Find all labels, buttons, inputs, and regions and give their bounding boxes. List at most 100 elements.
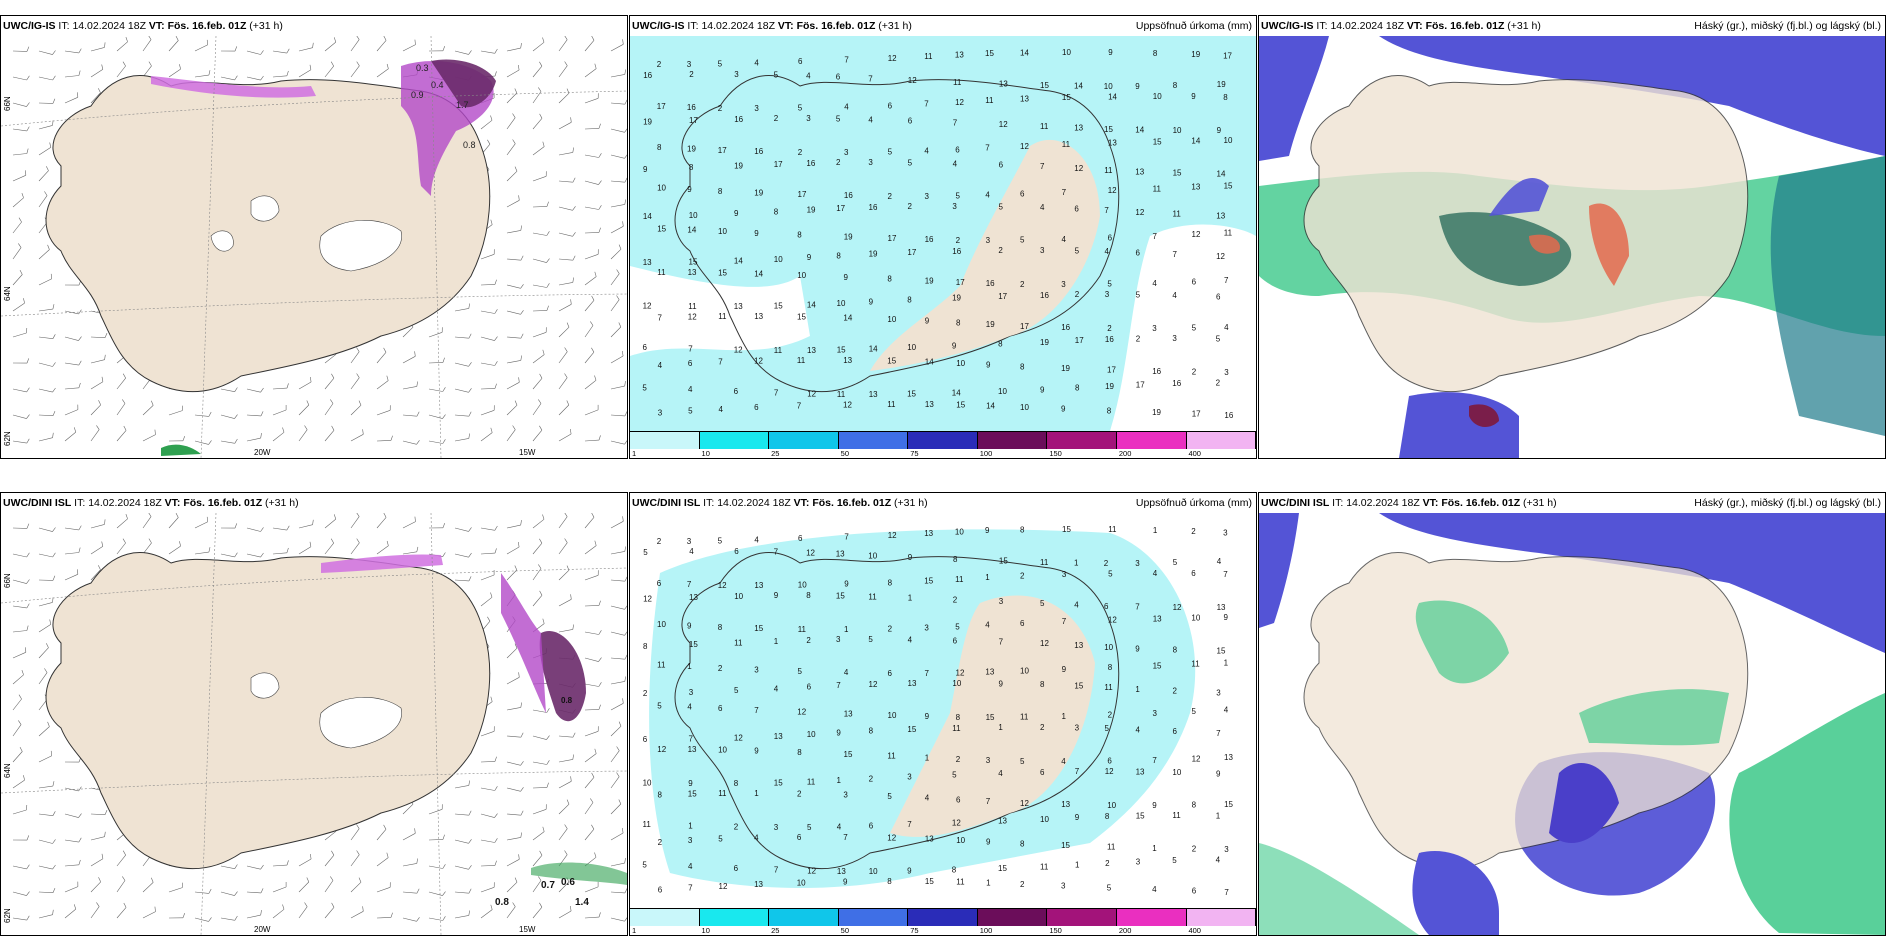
svg-text:0.3: 0.3 [416,63,429,73]
precip-value: 7 [907,820,912,829]
precip-value: 3 [843,791,848,800]
precip-value: 1 [998,723,1003,732]
precip-value: 3 [924,624,929,633]
precip-value: 10 [1172,768,1181,777]
precip-value: 9 [643,165,648,174]
precip-value: 11 [837,390,846,399]
precip-value: 7 [1062,188,1067,197]
precip-value: 12 [1040,639,1049,648]
precip-value: 7 [754,706,759,715]
precip-value: 7 [688,884,693,893]
precip-value: 1 [1216,811,1221,820]
colorbar-cell [769,432,839,450]
precip-value: 8 [956,319,961,328]
precip-value: 9 [687,185,692,194]
precip-value: 6 [798,534,803,543]
colorbar-cell [1186,432,1256,450]
precip-value: 15 [844,750,853,759]
precip-value: 5 [657,702,662,711]
precip-value: 8 [1020,839,1025,848]
precip-value: 15 [1062,525,1071,534]
precip-value: 6 [953,636,958,645]
precip-value: 7 [985,144,990,153]
precip-value: 8 [1153,49,1158,58]
precip-value: 16 [952,247,961,256]
precip-value: 2 [1020,880,1025,889]
precip-value: 3 [1135,559,1140,568]
precip-value: 15 [985,49,994,58]
precip-values: 2 3 5 4 6 7 12 13 10 9 8 15 11 1 2 35 4 6 7 12 13 10 9 8 15 11 1 2 3… [642,525,1233,897]
precip-value: 19 [925,276,934,285]
colorbar-tick-label: 75 [910,926,919,935]
precip-value: 7 [1135,603,1140,612]
precip-value: 1 [837,776,842,785]
precip-value: 10 [1104,643,1113,652]
panel-header: UWC/DINI ISL IT: 14.02.2024 18Z VT: Fös.… [632,497,928,509]
precip-value: 2 [797,790,802,799]
precip-value: 10 [888,711,897,720]
precip-value: 7 [844,56,849,65]
precip-value: 13 [688,745,697,754]
precip-value: 1 [1152,844,1157,853]
colorbar-cell [1116,909,1187,927]
precip-value: 10 [869,867,878,876]
precip-value: 14 [1191,136,1200,145]
precip-value: 4 [998,769,1003,778]
precip-value: 15 [924,577,933,586]
precip-value: 10 [1107,801,1116,810]
precip-value: 4 [985,191,990,200]
colorbar-cell [977,432,1048,450]
precip-value: 11 [1040,862,1049,871]
precip-value: 19 [1217,80,1226,89]
precip-value: 4 [754,536,759,545]
precip-value: 3 [1223,529,1228,538]
precip-value: 3 [1061,882,1066,891]
precip-value: 4 [1216,855,1221,864]
precip-value: 12 [688,313,697,322]
precip-value: 2 [643,689,648,698]
precip-value: 12 [843,401,852,410]
cloud-map [1259,513,1885,935]
precip-value: 3 [1216,688,1221,697]
precip-value: 11 [868,592,877,601]
precip-value: 12 [887,834,896,843]
precip-value: 13 [1191,183,1200,192]
precip-value: 12 [1108,616,1117,625]
precip-value: 6 [1020,619,1025,628]
precip-value: 5 [1173,558,1178,567]
precip-value: 3 [754,666,759,675]
lat-label: 62N [3,431,12,446]
precip-value: 7 [999,638,1004,647]
precip-value: 2 [718,664,723,673]
panel-header: UWC/IG-IS IT: 14.02.2024 18Z VT: Fös. 16… [3,20,283,32]
precip-value: 12 [869,680,878,689]
precip-value: 13 [1061,800,1070,809]
precip-value: 7 [774,388,779,397]
precip-value: 8 [869,727,874,736]
precip-value: 14 [1074,82,1083,91]
precip-value: 2 [836,158,841,167]
precip-value: 6 [754,403,759,412]
precip-value: 6 [798,57,803,66]
precip-value: 12 [999,120,1008,129]
colorbar-tick-label: 400 [1188,926,1201,935]
precip-value: 7 [953,118,958,127]
colorbar-tick-label: 25 [771,926,780,935]
precip-value: 11 [774,346,783,355]
precip-value: 7 [797,402,802,411]
precip-value: 8 [1075,384,1080,393]
wind-map: 0.7 0.6 0.8 1.4 0.8 [1,513,627,935]
precip-value: 12 [806,548,815,557]
precip-value: 5 [688,407,693,416]
precip-value: 5 [908,158,913,167]
precip-value: 11 [798,625,807,634]
precip-value: 9 [869,297,874,306]
precip-value: 2 [1216,378,1221,387]
colorbar-tick-label: 200 [1118,449,1132,458]
precip-value: 5 [1107,883,1112,892]
precip-value: 19 [952,294,961,303]
precip-value: 12 [754,357,763,366]
precip-value: 4 [1172,291,1177,300]
precip-value: 3 [907,773,912,782]
precip-value: 8 [887,877,892,886]
